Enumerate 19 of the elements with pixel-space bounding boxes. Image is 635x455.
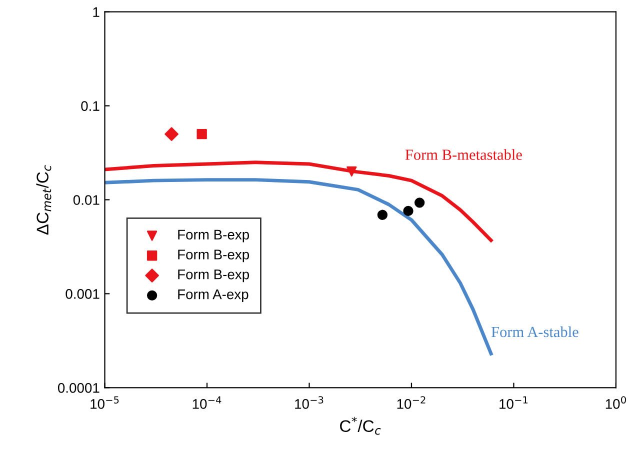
legend-label: Form B-exp: [178, 250, 250, 262]
x-tick-label: 10$^{−4}$: [192, 396, 222, 409]
x-tick-label: 10$^{−1}$: [500, 396, 528, 409]
series-label: Form B-metastable: [405, 149, 522, 160]
x-tick-label: 10$^{0}$: [606, 396, 626, 409]
legend-label: Form B-exp: [178, 230, 250, 242]
legend-label: Form A-exp: [178, 290, 248, 302]
legend-label: Form B-exp: [178, 270, 250, 282]
x-tick-label: 10$^{−5}$: [90, 396, 119, 409]
y-axis-title: ΔC$_{met}$/C$_{c}$: [36, 165, 52, 235]
x-axis-title: C$^{*}$/C$_{c}$: [340, 416, 381, 435]
y-tick-label: 0.1: [81, 101, 100, 111]
series-label: Form A-stable: [491, 326, 578, 338]
y-tick-label: 0.0001: [58, 382, 100, 393]
y-tick-label: 0.001: [66, 289, 100, 299]
y-tick-label: 1: [93, 7, 100, 17]
y-tick-label: 0.01: [73, 195, 100, 205]
x-tick-label: 10$^{−2}$: [397, 396, 426, 409]
x-tick-label: 10$^{−3}$: [295, 396, 324, 409]
